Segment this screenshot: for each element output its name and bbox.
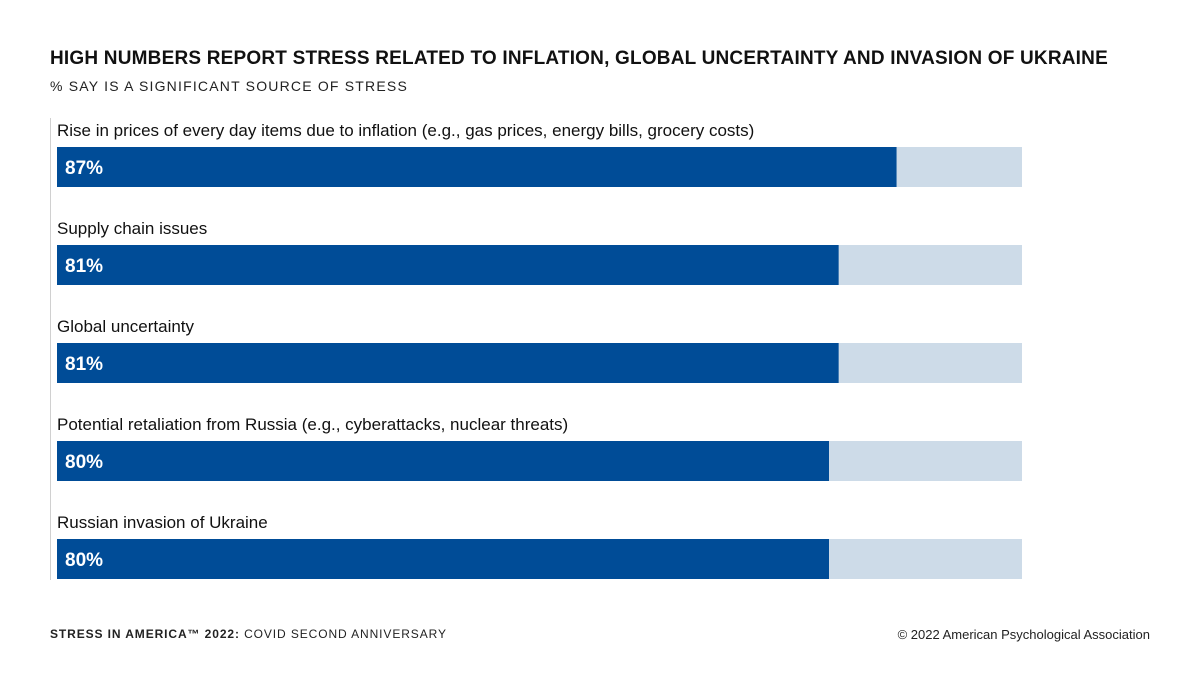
category-label: Russian invasion of Ukraine bbox=[57, 513, 268, 532]
category-label: Global uncertainty bbox=[57, 317, 195, 336]
chart-title: HIGH NUMBERS REPORT STRESS RELATED TO IN… bbox=[50, 48, 1108, 69]
value-label: 81% bbox=[65, 256, 103, 277]
footer-source-strong: STRESS IN AMERICA™ 2022: bbox=[50, 627, 240, 641]
category-label: Rise in prices of every day items due to… bbox=[57, 121, 754, 140]
value-label: 80% bbox=[65, 550, 103, 571]
bar bbox=[57, 245, 839, 285]
value-label: 81% bbox=[65, 354, 103, 375]
footer-copyright: © 2022 American Psychological Associatio… bbox=[897, 627, 1150, 642]
bar bbox=[57, 343, 839, 383]
bar bbox=[57, 147, 897, 187]
bar bbox=[57, 539, 829, 579]
footer-source-rest: COVID SECOND ANNIVERSARY bbox=[239, 627, 447, 641]
category-label: Supply chain issues bbox=[57, 219, 207, 238]
footer-source: STRESS IN AMERICA™ 2022: COVID SECOND AN… bbox=[50, 627, 447, 641]
axis-line bbox=[50, 118, 51, 580]
value-label: 87% bbox=[65, 158, 103, 179]
chart-subtitle: % SAY IS A SIGNIFICANT SOURCE OF STRESS bbox=[50, 78, 408, 94]
bar bbox=[57, 441, 829, 481]
value-label: 80% bbox=[65, 452, 103, 473]
category-label: Potential retaliation from Russia (e.g.,… bbox=[57, 415, 568, 434]
